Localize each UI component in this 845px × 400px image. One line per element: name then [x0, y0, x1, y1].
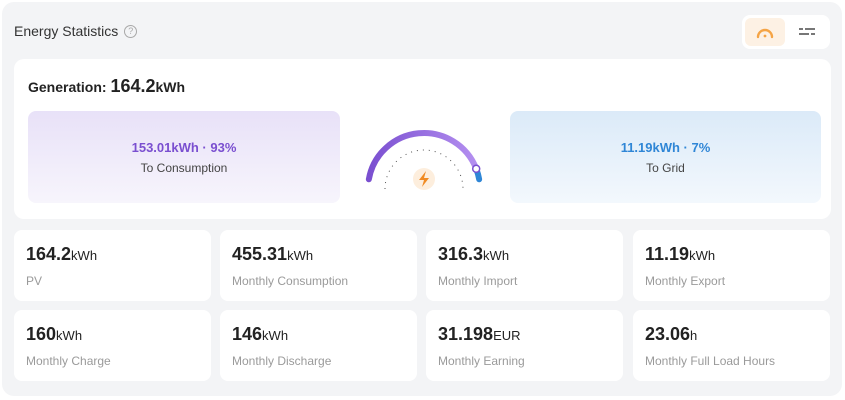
generation-value: 164.2: [110, 76, 156, 96]
stat-value: 316.3kWh: [438, 244, 611, 265]
stat-label: Monthly Consumption: [232, 274, 349, 288]
gauge-view-button[interactable]: [745, 18, 785, 46]
stat-value: 160kWh: [26, 324, 199, 345]
stat-card: 316.3kWh Monthly Import: [426, 230, 623, 301]
stat-number: 316.3: [438, 244, 484, 264]
stat-unit: EUR: [493, 328, 521, 343]
generation-gauge: [365, 130, 483, 190]
stat-value: 11.19kWh: [645, 244, 818, 265]
consumption-label: To Consumption: [140, 160, 228, 175]
generation-summary-card: Generation: 164.2kWh 153.01kWh · 93% To …: [14, 59, 831, 219]
stat-card: 164.2kWh PV: [14, 230, 211, 301]
to-consumption-box: 153.01kWh · 93% To Consumption: [28, 111, 340, 203]
view-toggle: [742, 15, 830, 49]
stat-label: Monthly Discharge: [232, 354, 332, 368]
grid-label: To Grid: [646, 160, 685, 175]
generation-line: Generation: 164.2kWh: [28, 76, 185, 97]
stat-card: 455.31kWh Monthly Consumption: [220, 230, 417, 301]
stat-number: 455.31: [232, 244, 288, 264]
stat-number: 31.198: [438, 324, 494, 344]
lightning-icon: [419, 171, 429, 187]
stat-number: 11.19: [645, 244, 690, 264]
generation-unit: kWh: [155, 79, 186, 95]
stat-unit: h: [690, 328, 698, 343]
gauge-consumption-arc: [365, 130, 480, 183]
consumption-value: 153.01kWh · 93%: [131, 139, 237, 155]
stat-unit: kWh: [71, 248, 98, 263]
stat-value: 31.198EUR: [438, 324, 611, 345]
stat-number: 164.2: [26, 244, 72, 264]
stat-label: Monthly Earning: [438, 354, 525, 368]
stat-card: 23.06h Monthly Full Load Hours: [633, 310, 830, 381]
stat-label: Monthly Import: [438, 274, 518, 288]
panel-title: Energy Statistics: [14, 23, 119, 39]
stat-unit: kWh: [287, 248, 314, 263]
stat-card: 11.19kWh Monthly Export: [633, 230, 830, 301]
gauge-marker: [471, 164, 481, 173]
stat-value: 164.2kWh: [26, 244, 199, 265]
stat-label: Monthly Export: [645, 274, 726, 288]
stat-unit: kWh: [483, 248, 510, 263]
stat-card: 31.198EUR Monthly Earning: [426, 310, 623, 381]
stat-unit: kWh: [689, 248, 716, 263]
stat-label: PV: [26, 274, 43, 288]
stat-card: 160kWh Monthly Charge: [14, 310, 211, 381]
stat-value: 23.06h: [645, 324, 818, 345]
stat-unit: kWh: [262, 328, 289, 343]
stat-unit: kWh: [56, 328, 83, 343]
stat-value: 455.31kWh: [232, 244, 405, 265]
generation-label: Generation:: [28, 79, 107, 95]
gauge-icon: [756, 28, 774, 39]
energy-statistics-panel: Energy Statistics ? Generation: 164.2kWh…: [2, 2, 842, 396]
to-grid-box: 11.19kWh · 7% To Grid: [510, 111, 821, 203]
stat-label: Monthly Charge: [26, 354, 111, 368]
grid-value: 11.19kWh · 7%: [620, 139, 711, 155]
stat-number: 146: [232, 324, 263, 344]
list-view-button[interactable]: [787, 18, 827, 46]
stat-card: 146kWh Monthly Discharge: [220, 310, 417, 381]
list-icon: [799, 28, 815, 35]
stat-number: 23.06: [645, 324, 691, 344]
panel-header: Energy Statistics ?: [14, 23, 138, 39]
help-icon[interactable]: ?: [124, 24, 138, 38]
stat-number: 160: [26, 324, 57, 344]
stat-value: 146kWh: [232, 324, 405, 345]
stat-label: Monthly Full Load Hours: [645, 354, 776, 368]
